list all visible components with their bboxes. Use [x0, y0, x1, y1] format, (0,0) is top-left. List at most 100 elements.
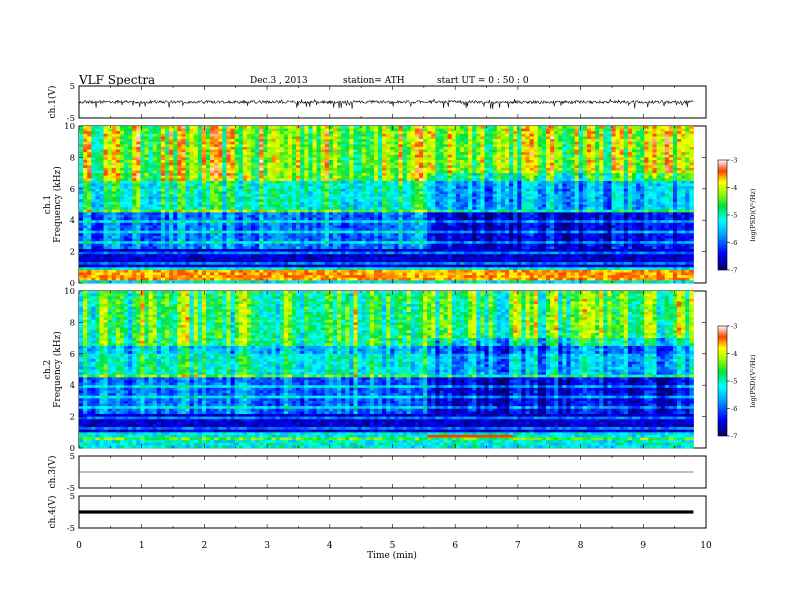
- spectrogram-cell: [193, 217, 199, 221]
- spectrogram-cell: [394, 251, 399, 255]
- spectrogram-cell: [83, 186, 88, 190]
- spectrogram-cell: [267, 191, 272, 195]
- spectrogram-cell: [238, 180, 244, 184]
- spectrogram-cell: [365, 225, 371, 229]
- spectrogram-cell: [193, 126, 199, 130]
- spectrogram-cell: [406, 212, 412, 216]
- spectrogram-cell: [255, 133, 260, 137]
- spectrogram-cell: [136, 154, 141, 158]
- spectrogram-cell: [197, 217, 203, 221]
- spectrogram-cell: [349, 277, 354, 281]
- spectrogram-cell: [251, 220, 256, 224]
- spectrogram-cell: [378, 246, 383, 250]
- spectrogram-cell: [83, 254, 88, 258]
- spectrogram-cell: [160, 269, 166, 273]
- spectrogram-cell: [398, 133, 404, 137]
- spectrogram-cell: [115, 126, 121, 130]
- spectrogram-cell: [234, 191, 240, 195]
- spectrogram-cell: [189, 264, 195, 268]
- spectrogram-cell: [316, 275, 322, 279]
- spectrogram-cell: [124, 139, 129, 143]
- spectrogram-cell: [361, 160, 367, 164]
- spectrogram-cell: [308, 230, 313, 234]
- spectrogram-cell: [369, 126, 375, 130]
- spectrogram-cell: [304, 212, 309, 216]
- spectrogram-cell: [337, 204, 342, 208]
- spectrogram-cell: [279, 243, 285, 247]
- spectrogram-cell: [251, 256, 256, 260]
- spectrogram-cell: [242, 259, 248, 263]
- spectrogram-cell: [115, 220, 121, 224]
- spectrogram-cell: [189, 152, 195, 156]
- spectrogram-cell: [197, 209, 203, 213]
- spectrogram-cell: [185, 217, 191, 221]
- spectrogram-cell: [382, 188, 387, 192]
- spectrogram-cell: [271, 178, 277, 182]
- spectrogram-cell: [140, 217, 145, 221]
- spectrogram-cell: [398, 238, 404, 242]
- spectrogram-cell: [119, 126, 125, 130]
- spectrogram-cell: [210, 217, 215, 221]
- spectrogram-cell: [201, 251, 207, 255]
- spectrogram-cell: [341, 256, 346, 260]
- spectrogram-cell: [218, 183, 223, 187]
- spectrogram-cell: [222, 228, 227, 232]
- spectrogram-cell: [382, 126, 387, 130]
- spectrogram-cell: [132, 126, 137, 130]
- spectrogram-cell: [292, 183, 297, 187]
- spectrogram-cell: [107, 201, 113, 205]
- spectrogram-cell: [226, 254, 231, 258]
- spectrogram-cell: [279, 277, 285, 281]
- spectrogram-cell: [201, 131, 207, 135]
- spectrogram-cell: [205, 144, 211, 148]
- spectrogram-cell: [263, 191, 268, 195]
- spectrogram-cell: [197, 173, 203, 177]
- spectrogram-cell: [205, 212, 211, 216]
- spectrogram-cell: [193, 128, 199, 132]
- spectrogram-cell: [197, 251, 203, 255]
- spectrogram-cell: [312, 267, 317, 271]
- spectrogram-cell: [283, 162, 289, 166]
- spectrogram-cell: [107, 173, 113, 177]
- spectrogram-cell: [361, 254, 367, 258]
- spectrogram-cell: [160, 160, 166, 164]
- spectrogram-cell: [296, 139, 301, 143]
- spectrogram-cell: [103, 162, 109, 166]
- spectrogram-cell: [300, 246, 305, 250]
- spectrogram-cell: [263, 267, 268, 271]
- spectrogram-cell: [103, 222, 109, 226]
- spectrogram-cell: [308, 128, 313, 132]
- spectrogram-cell: [406, 262, 412, 266]
- spectrogram-cell: [275, 186, 281, 190]
- spectrogram-cell: [246, 175, 252, 179]
- spectrogram-cell: [177, 133, 182, 137]
- spectrogram-cell: [259, 222, 264, 226]
- spectrogram-cell: [197, 204, 203, 208]
- spectrogram-cell: [136, 183, 141, 187]
- spectrogram-cell: [181, 233, 186, 237]
- spectrogram-cell: [263, 154, 268, 158]
- spectrogram-cell: [136, 131, 141, 135]
- spectrogram-cell: [124, 259, 129, 263]
- spectrogram-cell: [144, 141, 150, 145]
- spectrogram-cell: [320, 126, 326, 130]
- spectrogram-cell: [103, 243, 109, 247]
- spectrogram-cell: [287, 152, 293, 156]
- spectrogram-cell: [382, 275, 387, 279]
- spectrogram-cell: [107, 275, 113, 279]
- spectrogram-cell: [324, 254, 330, 258]
- spectrogram-cell: [373, 238, 379, 242]
- spectrogram-cell: [165, 167, 170, 171]
- spectrogram-cell: [238, 267, 244, 271]
- spectrogram-cell: [410, 207, 416, 211]
- spectrogram-cell: [238, 126, 244, 130]
- spectrogram-cell: [83, 175, 88, 179]
- spectrogram-cell: [107, 139, 113, 143]
- spectrogram-cell: [251, 196, 256, 200]
- spectrogram-cell: [259, 173, 264, 177]
- spectrogram-cell: [349, 149, 354, 153]
- spectrogram-cell: [386, 160, 391, 164]
- spectrogram-cell: [308, 241, 313, 245]
- spectrogram-cell: [373, 180, 379, 184]
- spectrogram-cell: [144, 152, 150, 156]
